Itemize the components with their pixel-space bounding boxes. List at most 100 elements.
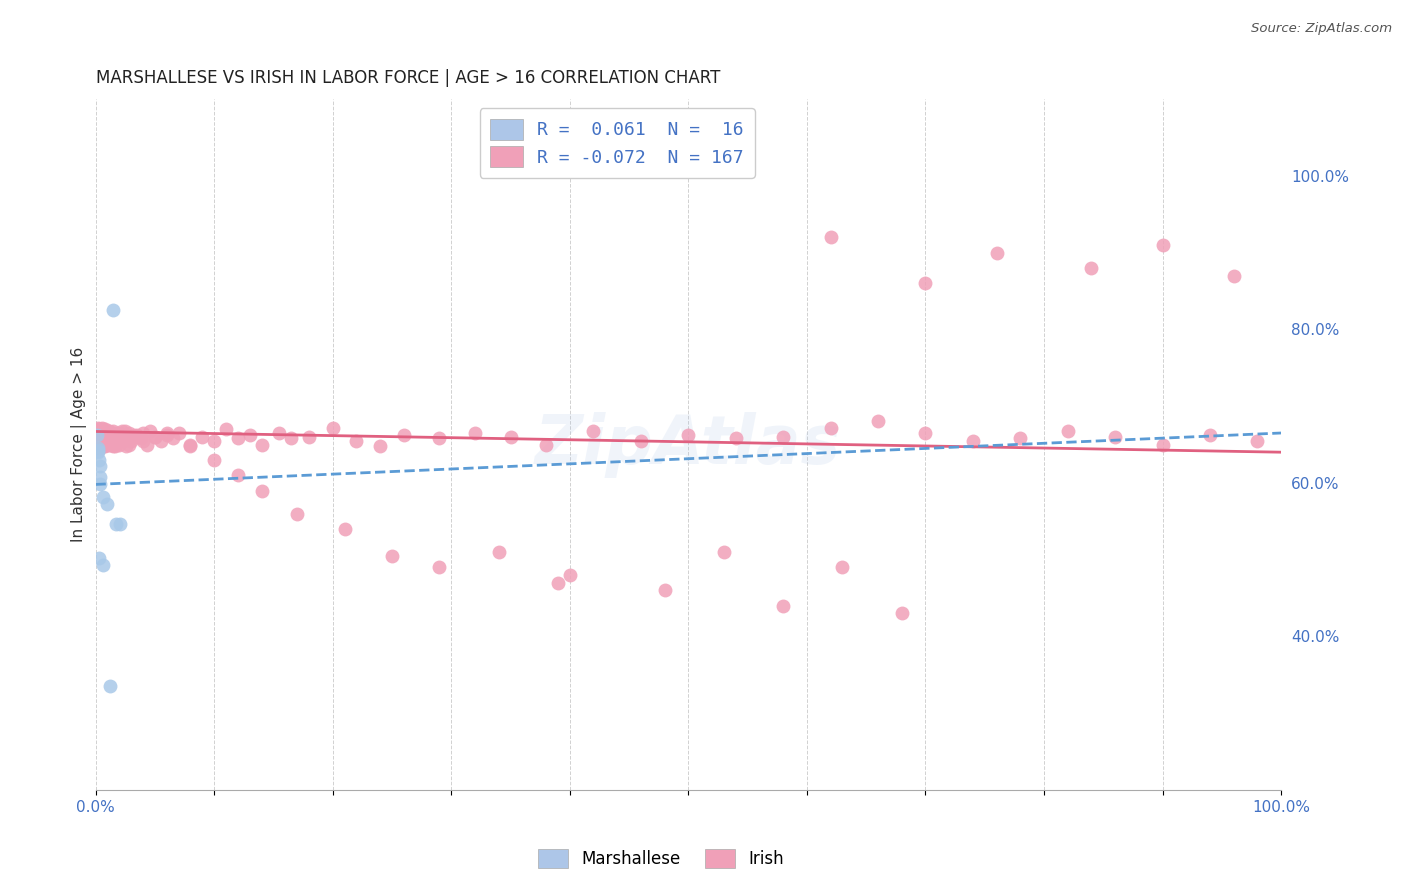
Point <box>143 430 166 444</box>
Point <box>167 425 190 440</box>
Point <box>129 431 152 445</box>
Point <box>285 507 308 521</box>
Point <box>820 420 842 434</box>
Point <box>94 430 117 444</box>
Point <box>111 424 134 438</box>
Point <box>86 430 108 444</box>
Point <box>89 437 111 451</box>
Point <box>87 442 110 457</box>
Point <box>866 415 889 429</box>
Point <box>724 431 747 445</box>
Point <box>90 420 112 434</box>
Point <box>89 430 111 444</box>
Point <box>986 245 1008 260</box>
Point <box>107 434 129 448</box>
Point <box>202 434 225 448</box>
Point <box>368 439 391 453</box>
Point <box>118 437 141 451</box>
Point <box>772 599 794 613</box>
Point <box>91 422 114 436</box>
Point <box>91 439 114 453</box>
Point <box>120 434 142 448</box>
Point <box>94 422 117 436</box>
Point <box>86 431 108 445</box>
Point <box>90 425 112 440</box>
Point <box>488 545 510 559</box>
Point <box>86 425 108 440</box>
Point <box>115 439 138 453</box>
Point <box>98 679 121 693</box>
Point <box>114 430 136 444</box>
Point <box>89 431 111 445</box>
Point <box>96 425 118 440</box>
Point <box>132 434 155 448</box>
Point <box>91 425 114 440</box>
Point <box>100 431 122 445</box>
Point <box>87 442 110 456</box>
Point <box>86 439 108 453</box>
Point <box>93 425 115 440</box>
Point <box>97 424 120 438</box>
Point <box>89 422 111 436</box>
Legend: Marshallese, Irish: Marshallese, Irish <box>531 842 790 875</box>
Point <box>103 424 125 438</box>
Point <box>191 430 214 444</box>
Point <box>125 428 148 442</box>
Point <box>96 431 118 445</box>
Point <box>429 560 451 574</box>
Point <box>103 439 125 453</box>
Point <box>1222 268 1244 283</box>
Point <box>97 430 120 444</box>
Point <box>87 437 110 451</box>
Point <box>89 424 111 438</box>
Point <box>149 434 172 448</box>
Point <box>110 516 132 531</box>
Point <box>547 575 569 590</box>
Point <box>93 437 115 451</box>
Point <box>820 230 842 244</box>
Point <box>91 431 114 445</box>
Point <box>534 437 557 451</box>
Point <box>114 424 136 438</box>
Point <box>105 430 128 444</box>
Point <box>344 434 367 448</box>
Point <box>914 425 936 440</box>
Point <box>103 428 125 442</box>
Point <box>104 431 127 445</box>
Point <box>96 430 118 444</box>
Point <box>100 428 122 442</box>
Point <box>98 434 121 448</box>
Point <box>120 431 142 445</box>
Point <box>143 430 166 444</box>
Point <box>654 583 676 598</box>
Point <box>94 439 117 453</box>
Point <box>132 425 155 440</box>
Point <box>87 420 110 434</box>
Point <box>90 431 112 445</box>
Point <box>89 453 111 467</box>
Point <box>94 428 117 442</box>
Point <box>91 428 114 442</box>
Point <box>96 436 118 450</box>
Point <box>87 431 110 445</box>
Point <box>1246 434 1268 448</box>
Point <box>105 434 128 448</box>
Y-axis label: In Labor Force | Age > 16: In Labor Force | Age > 16 <box>72 347 87 542</box>
Point <box>280 431 302 445</box>
Point <box>90 434 112 448</box>
Point <box>104 425 127 440</box>
Point <box>103 439 125 453</box>
Point <box>298 430 321 444</box>
Point <box>93 430 115 444</box>
Point <box>202 453 225 467</box>
Point <box>86 434 108 448</box>
Point <box>250 483 273 498</box>
Text: Source: ZipAtlas.com: Source: ZipAtlas.com <box>1251 22 1392 36</box>
Point <box>90 430 112 444</box>
Point <box>1199 428 1222 442</box>
Point <box>89 436 111 450</box>
Point <box>1152 238 1174 252</box>
Point <box>87 428 110 442</box>
Point <box>87 434 110 448</box>
Point <box>135 437 157 451</box>
